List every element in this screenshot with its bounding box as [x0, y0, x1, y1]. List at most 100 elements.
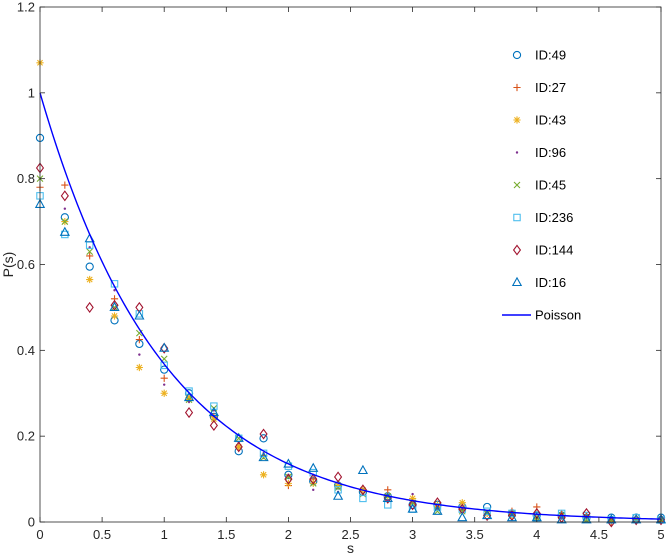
data-point: [59, 226, 70, 236]
data-point: [135, 363, 143, 372]
data-point: [160, 361, 168, 370]
data-point: [138, 353, 141, 356]
legend-marker: [515, 151, 519, 154]
x-tick-label: 4.5: [590, 527, 608, 542]
x-tick-label: 2: [285, 527, 292, 542]
data-point: [284, 470, 293, 479]
legend-marker: [513, 213, 521, 222]
x-tick-label: 1: [161, 527, 168, 542]
data-point: [184, 407, 194, 419]
data-point: [506, 511, 518, 522]
x-tick-label: 1.5: [217, 527, 235, 542]
x-tick-label: 0: [36, 527, 43, 542]
data-point: [61, 218, 69, 225]
data-point: [85, 301, 94, 313]
data-point: [334, 486, 342, 494]
data-point: [556, 514, 567, 524]
data-point: [284, 473, 293, 485]
legend-label: ID:43: [535, 113, 566, 128]
data-point: [457, 511, 468, 522]
data-point: [382, 492, 393, 502]
data-point: [160, 374, 168, 382]
data-point: [582, 507, 591, 519]
legend-marker: [512, 50, 522, 60]
legend-label: ID:96: [535, 145, 566, 160]
data-point: [407, 503, 418, 513]
data-point: [185, 387, 193, 395]
data-point: [183, 391, 195, 402]
poisson-curve: [39, 92, 662, 520]
data-point: [309, 473, 318, 485]
data-point: [384, 486, 392, 494]
data-point: [285, 473, 292, 481]
legend-label: Poisson: [535, 308, 581, 323]
data-point: [312, 488, 315, 492]
data-point: [110, 312, 119, 320]
data-point: [109, 301, 120, 311]
x-tick-label: 2.5: [341, 527, 359, 542]
legend-item: ID:49: [512, 48, 566, 63]
legend-label: ID:27: [535, 80, 566, 95]
data-point: [209, 419, 218, 431]
data-point: [332, 490, 344, 500]
y-tick-label: 0.4: [17, 343, 35, 358]
data-point: [235, 443, 243, 451]
legend-item: ID:45: [513, 178, 566, 193]
y-tick-label: 1.2: [17, 0, 35, 15]
data-point: [259, 428, 268, 440]
data-point: [63, 207, 67, 210]
x-axis-label: s: [347, 540, 354, 556]
x-tick-label: 5: [657, 527, 664, 542]
y-tick-label: 1: [28, 85, 35, 100]
legend-label: ID:144: [535, 243, 573, 258]
legend-item: ID:144: [512, 243, 573, 258]
legend-label: ID:16: [535, 275, 566, 290]
data-point: [581, 514, 592, 524]
x-tick-label: 3.5: [466, 527, 484, 542]
legend-marker: [513, 181, 521, 189]
y-tick-label: 0: [28, 515, 35, 530]
data-point: [61, 181, 69, 189]
plot-area: [40, 7, 661, 522]
x-tick-label: 3: [409, 527, 416, 542]
data-point: [134, 310, 145, 320]
legend-label: ID:236: [535, 210, 573, 225]
data-point: [334, 484, 342, 492]
y-tick-label: 0.8: [17, 171, 35, 186]
data-point: [409, 494, 417, 502]
legend: ID:49 ID:27 ID:43 ID:96 ID:45 ID:236 ID:144 ID:…: [502, 48, 581, 323]
legend-item: ID:96: [515, 145, 566, 160]
data-point: [160, 389, 168, 397]
legend-item: Poisson: [502, 308, 581, 323]
data-point: [357, 464, 369, 475]
ticks-layer: 0 0.5 1 1.5 2 2.5 3 3.5 4 4.5 5 0 0.2 0.4 0.6 0.8 1 1.2: [17, 0, 665, 542]
legend-label: ID:45: [535, 178, 566, 193]
data-point: [557, 509, 566, 518]
legend-item: ID:27: [513, 80, 566, 95]
data-point: [481, 509, 493, 520]
y-tick-label: 0.2: [17, 429, 35, 444]
data-point: [210, 415, 218, 423]
x-tick-label: 4: [533, 527, 540, 542]
series-id-16: [34, 198, 666, 524]
data-point: [308, 462, 319, 472]
legend-item: ID:236: [513, 210, 573, 225]
data-point: [234, 441, 243, 453]
data-point: [163, 383, 166, 386]
data-point: [86, 252, 94, 260]
data-point: [60, 190, 69, 202]
data-point: [135, 336, 143, 344]
data-point: [458, 507, 466, 515]
y-tick-label: 0.6: [17, 257, 35, 272]
data-point: [185, 393, 193, 402]
data-point: [259, 471, 268, 479]
legend-label: ID:49: [535, 48, 566, 63]
data-point: [334, 481, 342, 490]
data-point: [86, 248, 94, 256]
data-point: [187, 400, 191, 404]
data-point: [461, 507, 464, 511]
data-point: [458, 499, 466, 507]
data-point: [85, 262, 94, 271]
legend-item: ID:16: [511, 275, 566, 290]
